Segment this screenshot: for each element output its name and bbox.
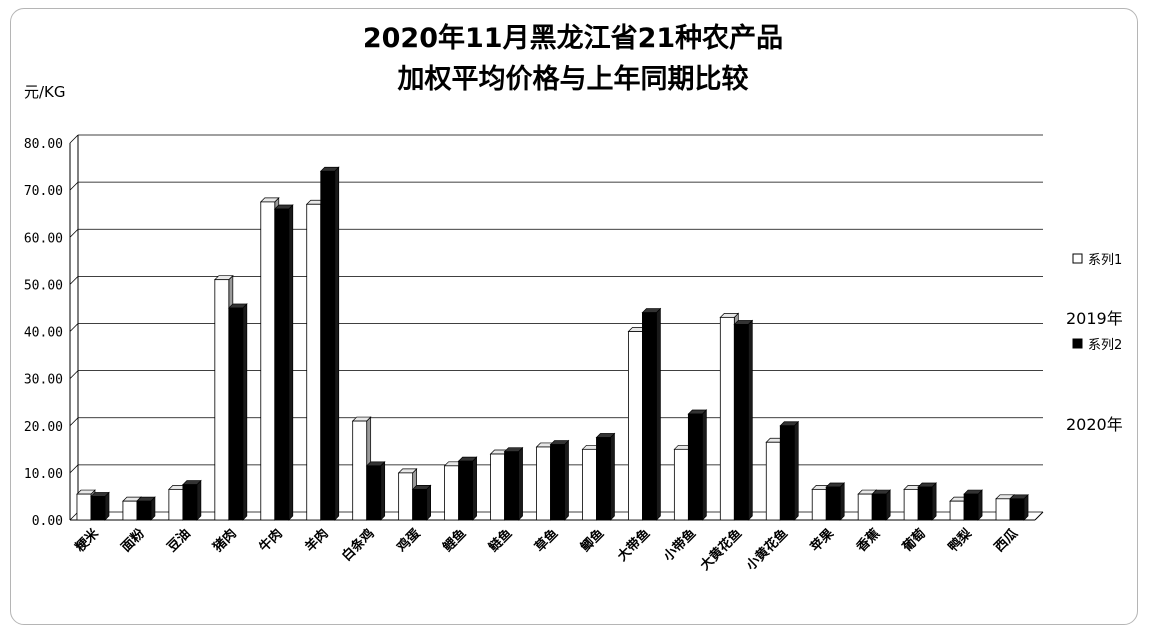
- bars: [76, 166, 1029, 521]
- bar-2: [503, 446, 524, 521]
- category-label: 苹果: [807, 526, 837, 556]
- bar-2: [779, 420, 800, 521]
- bar-2: [227, 303, 248, 521]
- category-label: 小黄花鱼: [743, 526, 791, 574]
- x-axis-side-line: [1034, 511, 1044, 521]
- category-label: 草鱼: [532, 526, 562, 556]
- gridline-side: [69, 323, 79, 332]
- gridline-side: [69, 181, 79, 191]
- bar-2: [687, 409, 708, 521]
- y-tick-label: 50.00: [24, 278, 63, 293]
- category-label: 鸭梨: [945, 525, 975, 555]
- y-tick-label: 70.00: [24, 184, 63, 199]
- bar-2: [365, 460, 386, 521]
- chart-title-line1: 2020年11月黑龙江省21种农产品: [363, 22, 783, 54]
- y-tick-label: 10.00: [24, 467, 63, 482]
- gridline-side: [69, 228, 79, 238]
- category-label: 豆油: [164, 526, 194, 556]
- category-label: 牛肉: [256, 526, 286, 556]
- category-label: 葡萄: [899, 526, 929, 556]
- bar-2: [457, 456, 478, 521]
- category-label: 小带鱼: [660, 526, 699, 565]
- category-label: 大带鱼: [614, 526, 653, 565]
- category-label: 粳米: [71, 525, 102, 556]
- gridline-side: [69, 370, 79, 379]
- category-label: 西瓜: [992, 526, 1021, 555]
- bar-2: [733, 319, 754, 521]
- category-label: 羊肉: [302, 526, 332, 556]
- gridline-side: [69, 134, 79, 144]
- bar-2: [1009, 493, 1029, 521]
- category-label: 白条鸡: [339, 526, 378, 565]
- legend-label-series1: 系列1: [1088, 253, 1122, 268]
- annotation-2019: 2019年: [1066, 309, 1123, 328]
- category-label: 香蕉: [853, 526, 883, 556]
- bar-2: [641, 307, 662, 521]
- y-tick-labels: 0.00 10.00 20.00 30.00 40.00 50.00 60.00 70.00 8…: [24, 137, 63, 529]
- bar-2: [182, 479, 202, 521]
- bar-2: [411, 484, 432, 521]
- legend: 系列1 系列2: [1072, 253, 1122, 353]
- bar-2: [825, 482, 846, 521]
- y-tick-label: 60.00: [24, 231, 63, 246]
- y-axis-unit: 元/KG: [24, 83, 66, 101]
- bar-2: [273, 204, 294, 521]
- legend-swatch-series1: [1072, 253, 1083, 264]
- chart-title-line2: 加权平均价格与上年同期比较: [398, 63, 749, 95]
- bar-2: [871, 489, 892, 521]
- y-tick-label: 0.00: [32, 514, 63, 529]
- legend-swatch-series2: [1072, 338, 1083, 349]
- legend-label-series2: 系列2: [1088, 338, 1122, 353]
- y-tick-label: 30.00: [24, 373, 63, 388]
- bar-2: [595, 432, 616, 521]
- category-label: 猪肉: [209, 526, 239, 556]
- chart-frame: [10, 8, 1138, 625]
- y-tick-label: 80.00: [24, 137, 63, 152]
- category-label: 鲫鱼: [578, 526, 608, 556]
- category-label: 大黄花鱼: [697, 526, 745, 574]
- bar-2: [319, 166, 340, 521]
- y-tick-label: 20.00: [24, 420, 63, 435]
- category-label: 鲤鱼: [439, 526, 469, 556]
- gridline-side: [69, 276, 79, 285]
- y-tick-label: 40.00: [24, 326, 63, 341]
- category-labels: 粳米 面粉 豆油 猪肉 牛肉 羊肉 白条鸡 鸡蛋 鲤鱼 鲢鱼 草鱼 鲫鱼 大带鱼 小带鱼大黄花鱼小黄花鱼苹…: [71, 525, 1020, 574]
- bar-2: [917, 482, 937, 521]
- bar-2: [90, 491, 110, 521]
- category-label: 鸡蛋: [393, 526, 423, 556]
- category-label: 鲢鱼: [486, 526, 516, 556]
- annotation-2020: 2020年: [1066, 415, 1123, 434]
- bar-2: [963, 489, 983, 521]
- category-label: 面粉: [118, 526, 148, 556]
- bar-2: [549, 439, 570, 521]
- gridline-side: [69, 417, 79, 427]
- gridline-side: [69, 464, 79, 474]
- bar-2: [136, 496, 156, 521]
